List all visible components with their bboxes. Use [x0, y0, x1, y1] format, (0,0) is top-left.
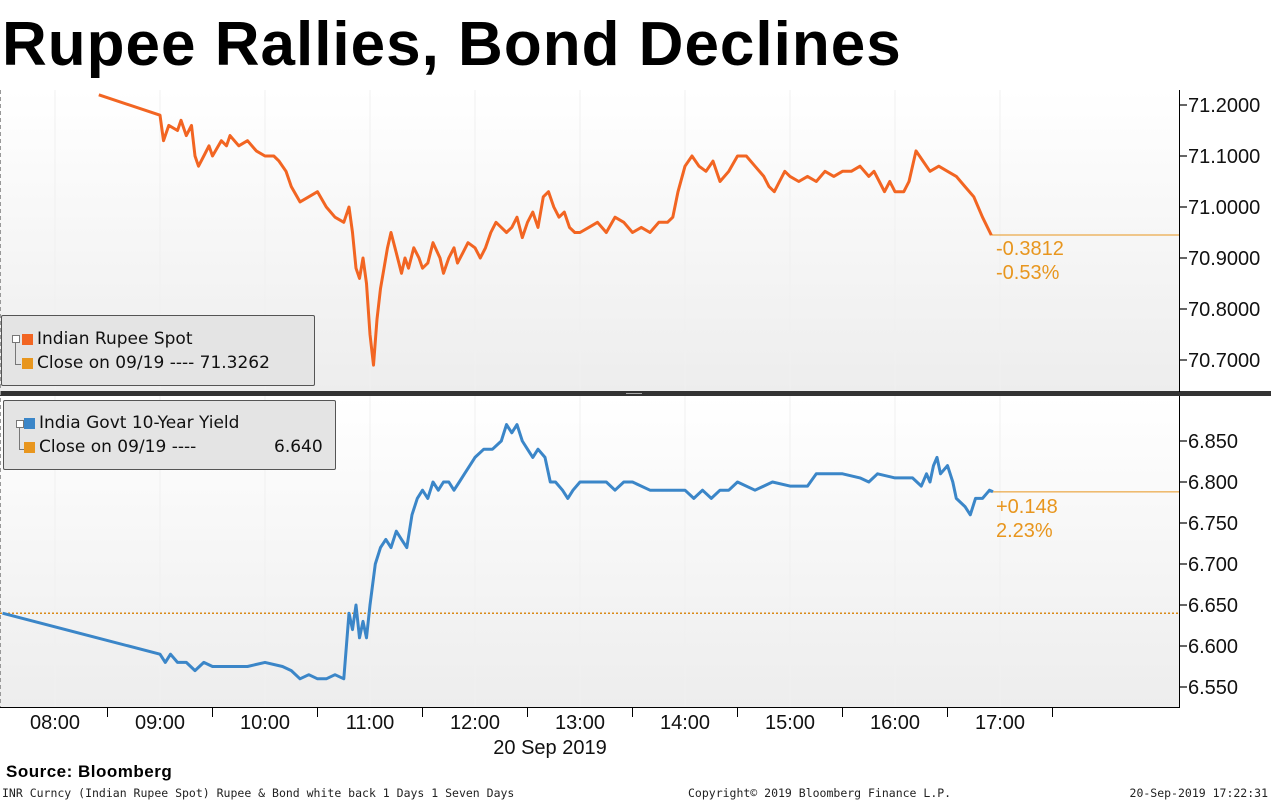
bond-y-tick-label: 6.800	[1188, 472, 1238, 494]
footer-timestamp: 20-Sep-2019 17:22:31	[1129, 786, 1268, 800]
rupee-change-abs: -0.3812	[996, 238, 1064, 260]
rupee-y-tick-label: 71.2000	[1188, 95, 1260, 117]
x-axis-date-label: 20 Sep 2019	[493, 737, 606, 759]
bond-y-tick-label: 6.700	[1188, 554, 1238, 576]
bond-change-pct: 2.23%	[996, 520, 1053, 542]
bond-series-line	[2, 423, 994, 681]
x-tick-label: 14:00	[660, 712, 710, 734]
bond-y-tick-label: 6.650	[1188, 595, 1238, 617]
rupee-y-tick-label: 70.9000	[1188, 248, 1260, 270]
x-tick-label: 09:00	[135, 712, 185, 734]
bond-legend-series: India Govt 10-Year Yield	[24, 412, 239, 434]
bond-y-tick-label: 6.550	[1188, 677, 1238, 699]
rupee-change-pct: -0.53%	[996, 262, 1060, 284]
x-tick-label: 15:00	[765, 712, 815, 734]
x-tick-label: 10:00	[240, 712, 290, 734]
bond-y-tick-label: 6.750	[1188, 513, 1238, 535]
bond-close-swatch	[24, 442, 35, 453]
x-tick-label: 11:00	[346, 712, 395, 734]
footer-bar: INR Curncy (Indian Rupee Spot) Rupee & B…	[0, 784, 1271, 802]
page-title: Rupee Rallies, Bond Declines	[2, 10, 902, 79]
rupee-y-tick-label: 70.7000	[1188, 350, 1260, 372]
rupee-legend: Indian Rupee Spot Close on 09/19 ---- 71…	[1, 315, 315, 386]
bond-legend-close: Close on 09/19 ----	[24, 436, 196, 458]
rupee-close-swatch	[22, 358, 33, 369]
rupee-legend-close: Close on 09/19 ---- 71.3262	[22, 352, 270, 374]
rupee-y-tick-label: 70.8000	[1188, 299, 1260, 321]
x-tick-label: 08:00	[30, 712, 80, 734]
bond-legend: India Govt 10-Year Yield Close on 09/19 …	[3, 400, 336, 470]
bond-legend-swatch	[24, 418, 35, 429]
x-tick-label: 16:00	[870, 712, 920, 734]
rupee-y-tick-label: 71.1000	[1188, 146, 1260, 168]
x-tick-label: 17:00	[975, 712, 1025, 734]
source-label: Source: Bloomberg	[6, 762, 173, 781]
rupee-series-line	[98, 93, 993, 367]
bond-change-abs: +0.148	[996, 496, 1058, 518]
bond-legend-close-value: 6.640	[274, 437, 323, 457]
x-tick-label: 13:00	[555, 712, 605, 734]
footer-copyright: Copyright© 2019 Bloomberg Finance L.P.	[688, 786, 952, 800]
x-tick-label: 12:00	[450, 712, 500, 734]
bond-y-tick-label: 6.850	[1188, 431, 1238, 453]
rupee-legend-swatch	[22, 334, 33, 345]
rupee-legend-series: Indian Rupee Spot	[22, 328, 192, 350]
bond-y-tick-label: 6.600	[1188, 636, 1238, 658]
rupee-y-tick-label: 71.0000	[1188, 197, 1260, 219]
footer-description: INR Curncy (Indian Rupee Spot) Rupee & B…	[2, 786, 515, 800]
